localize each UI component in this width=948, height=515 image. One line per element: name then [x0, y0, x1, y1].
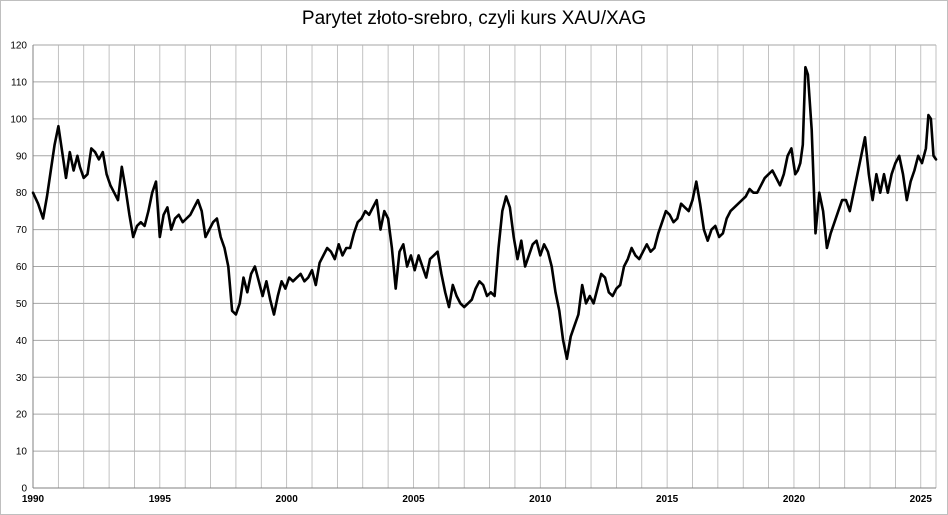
- x-tick-label: 1995: [149, 494, 172, 505]
- y-tick-label: 100: [10, 114, 27, 125]
- x-tick-label: 2020: [783, 494, 806, 505]
- x-tick-label: 2010: [529, 494, 552, 505]
- series-line: [31, 65, 938, 361]
- y-tick-label: 80: [16, 188, 28, 199]
- x-tick-label: 1990: [22, 494, 45, 505]
- x-tick-label: 2000: [276, 494, 299, 505]
- y-tick-label: 60: [16, 262, 28, 273]
- y-tick-label: 50: [16, 299, 28, 310]
- y-tick-label: 70: [16, 225, 28, 236]
- y-tick-label: 0: [21, 484, 27, 495]
- chart-title: Parytet złoto-srebro, czyli kurs XAU/XAG: [301, 8, 647, 29]
- x-tick-label: 2025: [910, 494, 933, 505]
- y-tick-label: 110: [11, 77, 27, 88]
- x-tick-label: 2015: [656, 494, 679, 505]
- y-tick-label: 20: [16, 410, 28, 421]
- y-tick-label: 40: [16, 336, 28, 347]
- y-tick-label: 10: [16, 447, 28, 458]
- y-tick-label: 120: [10, 41, 27, 52]
- x-tick-label: 2005: [402, 494, 425, 505]
- y-tick-label: 30: [16, 373, 28, 384]
- y-tick-label: 90: [16, 151, 28, 162]
